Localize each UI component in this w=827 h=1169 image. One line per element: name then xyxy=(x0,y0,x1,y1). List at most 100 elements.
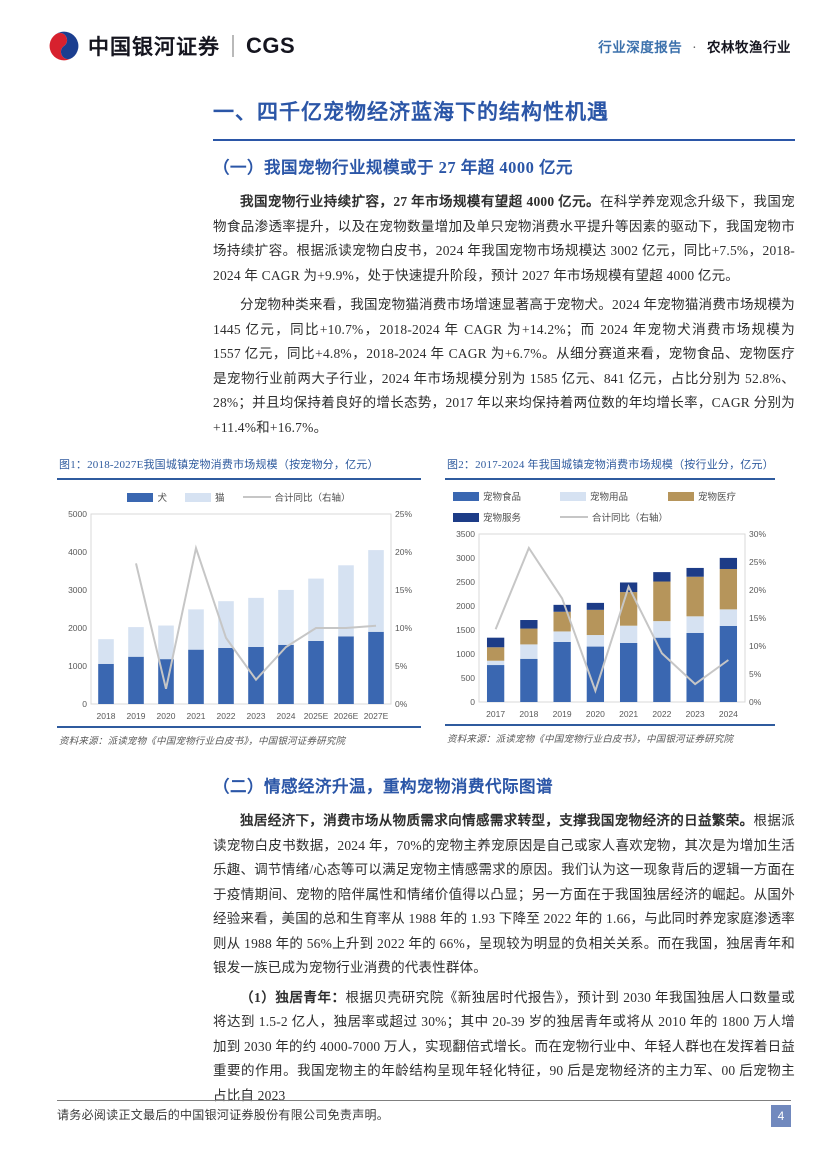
svg-text:2019: 2019 xyxy=(553,709,572,719)
meta-separator: · xyxy=(692,40,698,55)
svg-text:20%: 20% xyxy=(395,547,412,557)
svg-text:1500: 1500 xyxy=(456,625,475,635)
legend-item: 猫 xyxy=(184,490,225,504)
page-footer: 请务必阅读正文最后的中国银河证券股份有限公司免责声明。 4 xyxy=(57,1100,791,1127)
svg-text:2024: 2024 xyxy=(277,711,296,721)
legend-item: 合计同比（右轴） xyxy=(242,490,351,504)
figure-chart-1: 图1：2018-2027E我国城镇宠物消费市场规模（按宠物分，亿元） 犬 猫 合计同… xyxy=(57,458,421,747)
brand-logo: 中国银河证券 CGS xyxy=(48,30,295,62)
svg-text:2022: 2022 xyxy=(217,711,236,721)
figure1-source: 资料来源：派读宠物《中国宠物行业白皮书》，中国银河证券研究院 xyxy=(57,726,421,747)
figure1-legend: 犬 猫 合计同比（右轴） xyxy=(57,480,421,506)
legend-line-swatch xyxy=(242,496,271,498)
svg-text:3000: 3000 xyxy=(68,585,87,595)
section2-heading: （二）情感经济升温，重构宠物消费代际图谱 xyxy=(213,777,553,796)
svg-text:2021: 2021 xyxy=(619,709,638,719)
legend-label: 猫 xyxy=(214,493,225,504)
svg-text:25%: 25% xyxy=(749,557,766,567)
industry-label: 农林牧渔行业 xyxy=(707,40,791,55)
main-content: 一、四千亿宠物经济蓝海下的结构性机遇 （一）我国宠物行业规模或于 27 年超 4… xyxy=(57,98,795,1109)
legend-color-swatch xyxy=(127,492,154,502)
svg-text:1000: 1000 xyxy=(456,649,475,659)
legend-color-swatch xyxy=(184,492,211,502)
svg-text:30%: 30% xyxy=(749,529,766,539)
section1-paragraph-1: 我国宠物行业持续扩容，27 年市场规模有望超 4000 亿元。在科学养宠观念升级… xyxy=(213,190,795,288)
legend-line-swatch xyxy=(559,516,588,518)
svg-text:10%: 10% xyxy=(395,623,412,633)
svg-text:2000: 2000 xyxy=(456,601,475,611)
legend-label: 宠物食品 xyxy=(483,492,522,503)
section2-paragraph-1: 独居经济下，消费市场从物质需求向情感需求转型，支撑我国宠物经济的日益繁荣。根据派… xyxy=(213,809,795,981)
svg-text:2022: 2022 xyxy=(652,709,671,719)
header-meta: 行业深度报告 · 农林牧渔行业 xyxy=(598,36,791,56)
svg-text:2027E: 2027E xyxy=(364,711,389,721)
svg-text:0: 0 xyxy=(82,699,87,709)
section2-paragraph-2: （1）独居青年：根据贝壳研究院《新独居时代报告》，预计到 2030 年我国独居人… xyxy=(213,986,795,1109)
legend-item: 宠物医疗 xyxy=(668,489,775,503)
legend-color-swatch xyxy=(559,491,586,501)
figure2-legend: 宠物食品 宠物用品 宠物医疗宠物服务 合计同比（右轴） xyxy=(445,480,775,526)
svg-text:5%: 5% xyxy=(395,661,408,671)
svg-text:2020: 2020 xyxy=(157,711,176,721)
svg-text:2017: 2017 xyxy=(486,709,505,719)
paragraph-text: 根据派读宠物白皮书数据，2024 年，70%的宠物主养宠原因是自己或家人喜欢宠物… xyxy=(213,813,795,975)
svg-text:2018: 2018 xyxy=(519,709,538,719)
legend-label: 宠物用品 xyxy=(589,492,628,503)
svg-text:5%: 5% xyxy=(749,669,762,679)
svg-text:2500: 2500 xyxy=(456,577,475,587)
svg-text:4000: 4000 xyxy=(68,547,87,557)
section1-heading: （一）我国宠物行业规模或于 27 年超 4000 亿元 xyxy=(213,158,573,177)
svg-text:2023: 2023 xyxy=(686,709,705,719)
legend-item: 合计同比（右轴） xyxy=(559,510,668,524)
report-type-label: 行业深度报告 xyxy=(598,40,683,55)
svg-text:3500: 3500 xyxy=(456,529,475,539)
svg-text:20%: 20% xyxy=(749,585,766,595)
svg-text:2026E: 2026E xyxy=(334,711,359,721)
galaxy-swirl-icon xyxy=(49,31,79,61)
brand-divider xyxy=(232,35,234,57)
legend-label: 宠物服务 xyxy=(483,513,522,524)
svg-text:10%: 10% xyxy=(749,641,766,651)
legend-label: 合计同比（右轴） xyxy=(274,493,351,504)
svg-text:2023: 2023 xyxy=(247,711,266,721)
svg-text:1000: 1000 xyxy=(68,661,87,671)
legend-label: 犬 xyxy=(157,493,167,504)
figure-chart-2: 图2：2017-2024 年我国城镇宠物消费市场规模（按行业分，亿元） 宠物食品… xyxy=(445,458,775,745)
svg-text:2024: 2024 xyxy=(719,709,738,719)
figure2-source: 资料来源：派读宠物《中国宠物行业白皮书》，中国银河证券研究院 xyxy=(445,724,775,745)
svg-text:0%: 0% xyxy=(749,697,762,707)
figure2-title: 图2：2017-2024 年我国城镇宠物消费市场规模（按行业分，亿元） xyxy=(445,458,775,480)
figure2-chart-canvas: 0 500 1000 1500 2000 2500 3000 3500 0% 5% 10% 15% 20… xyxy=(456,529,766,719)
svg-text:2018: 2018 xyxy=(97,711,116,721)
legend-color-swatch xyxy=(453,512,479,522)
brand-name-en: CGS xyxy=(246,33,296,58)
paragraph-lead: 独居经济下，消费市场从物质需求向情感需求转型，支撑我国宠物经济的日益繁荣。 xyxy=(240,813,754,828)
svg-text:2020: 2020 xyxy=(586,709,605,719)
svg-text:2019: 2019 xyxy=(127,711,146,721)
legend-item: 宠物食品 xyxy=(453,489,560,503)
page-header: 中国银河证券 CGS 行业深度报告 · 农林牧渔行业 xyxy=(0,0,827,62)
svg-text:25%: 25% xyxy=(395,509,412,519)
svg-text:0: 0 xyxy=(470,697,475,707)
title-rule xyxy=(213,139,795,141)
svg-text:15%: 15% xyxy=(395,585,412,595)
paragraph-text: 根据贝壳研究院《新独居时代报告》，预计到 2030 年我国独居人口数量或将达到 … xyxy=(213,989,795,1103)
figures-row: 图1：2018-2027E我国城镇宠物消费市场规模（按宠物分，亿元） 犬猫合计同… xyxy=(57,458,775,747)
figure1-title: 图1：2018-2027E我国城镇宠物消费市场规模（按宠物分，亿元） xyxy=(57,458,421,480)
page-number-badge: 4 xyxy=(771,1105,791,1127)
svg-text:2025E: 2025E xyxy=(304,711,329,721)
chapter-title: 一、四千亿宠物经济蓝海下的结构性机遇 xyxy=(213,100,609,124)
brand-name-cn: 中国银河证券 xyxy=(88,36,220,59)
figure1-chart-canvas: 0 1000 2000 3000 4000 5000 0% 5% 10% 15% 20% 25% 201… xyxy=(68,509,412,721)
legend-label: 合计同比（右轴） xyxy=(591,513,668,524)
svg-text:3000: 3000 xyxy=(456,553,475,563)
legend-item: 犬 xyxy=(127,490,167,504)
paragraph-lead: 我国宠物行业持续扩容，27 年市场规模有望超 4000 亿元。 xyxy=(240,194,600,209)
svg-text:5000: 5000 xyxy=(68,509,87,519)
disclaimer-text: 请务必阅读正文最后的中国银河证券股份有限公司免责声明。 xyxy=(57,1108,390,1122)
svg-text:0%: 0% xyxy=(395,699,408,709)
section1-paragraph-2: 分宠物种类来看，我国宠物猫消费市场增速显著高于宠物犬。2024 年宠物猫消费市场… xyxy=(213,297,795,435)
legend-item: 宠物服务 xyxy=(453,510,560,524)
svg-text:2000: 2000 xyxy=(68,623,87,633)
